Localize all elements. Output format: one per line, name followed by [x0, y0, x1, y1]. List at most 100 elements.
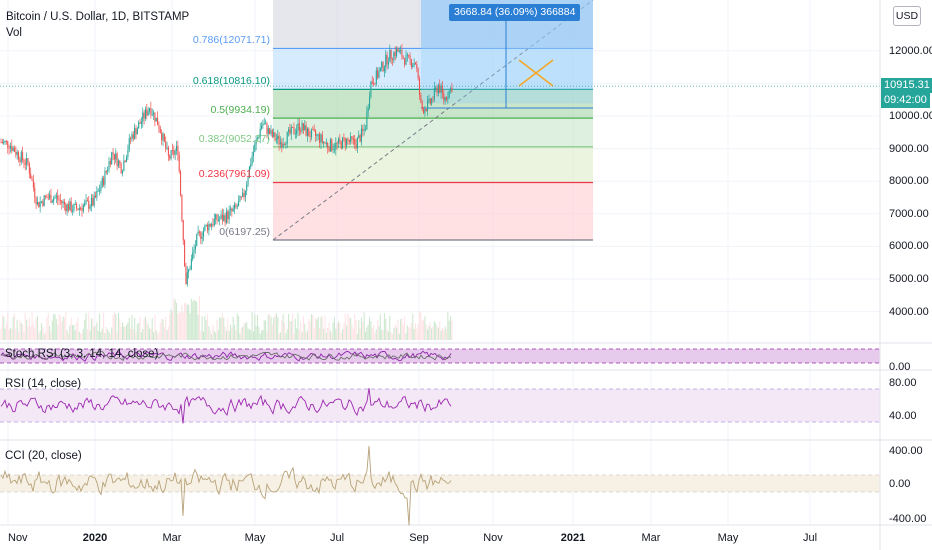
- rsi-label[interactable]: RSI (14, close): [5, 378, 82, 390]
- volume-bar: [58, 313, 60, 340]
- candle-body: [278, 135, 280, 145]
- volume-bar: [174, 299, 176, 340]
- candle-body: [286, 131, 288, 144]
- volume-bar: [343, 322, 345, 340]
- candle-body: [70, 201, 72, 212]
- volume-bar: [224, 326, 226, 340]
- volume-bar: [170, 309, 172, 340]
- volume-bar: [18, 332, 20, 340]
- candle-body: [340, 141, 342, 149]
- candle-body: [410, 59, 412, 67]
- volume-bar: [378, 326, 380, 340]
- volume-bar: [374, 333, 376, 340]
- candle-body: [192, 252, 194, 259]
- candle-body: [99, 190, 101, 192]
- volume-bars: [0, 295, 453, 340]
- volume-bar: [281, 320, 283, 340]
- volume-bar: [77, 317, 79, 340]
- candle-body: [292, 126, 294, 128]
- candle-body: [343, 137, 345, 139]
- currency-button[interactable]: USD: [893, 6, 921, 26]
- candle-body: [213, 219, 215, 226]
- price-axis-label: 9000.00: [889, 142, 929, 155]
- volume-bar: [265, 320, 267, 340]
- volume-bar: [20, 323, 22, 340]
- volume-bar: [143, 318, 145, 340]
- volume-bar: [286, 329, 288, 340]
- stoch-rsi-label[interactable]: Stoch RSI (3, 3, 14, 14, close): [5, 348, 159, 360]
- candle-body: [324, 141, 326, 144]
- volume-bar: [255, 326, 257, 340]
- candle-body: [0, 142, 2, 144]
- candle-body: [393, 52, 395, 60]
- volume-bar: [124, 326, 126, 340]
- candle-body: [298, 123, 300, 132]
- candle-body: [432, 98, 434, 100]
- candle-body: [136, 128, 138, 135]
- volume-bar: [76, 322, 78, 340]
- volume-bar: [74, 330, 76, 340]
- volume-bar: [123, 326, 125, 340]
- volume-bar: [350, 318, 352, 340]
- volume-bar: [47, 313, 49, 340]
- candle-body: [385, 54, 387, 68]
- candle-body: [293, 127, 295, 134]
- candle-body: [408, 54, 410, 56]
- candle-body: [170, 150, 172, 159]
- volume-bar: [385, 318, 387, 340]
- candle-body: [113, 153, 115, 160]
- volume-bar: [193, 300, 195, 340]
- volume-bar: [391, 333, 394, 340]
- candle-body: [294, 133, 296, 135]
- candle-body: [337, 138, 340, 144]
- volume-bar: [22, 324, 24, 340]
- fib-level-label: 0.382(9052.27): [198, 132, 270, 145]
- candle-body: [333, 149, 335, 151]
- candle-body: [296, 130, 298, 134]
- time-axis-label: Jul: [330, 532, 344, 544]
- countdown-tag: 09:42:00: [881, 93, 930, 109]
- volume-bar: [269, 313, 271, 340]
- cci-label[interactable]: CCI (20, close): [5, 450, 82, 462]
- volume-bar: [304, 323, 306, 340]
- volume-bar: [408, 327, 410, 340]
- volume-bar: [192, 301, 194, 340]
- candle-body: [159, 128, 161, 133]
- price-axis-label: 10000.00: [889, 110, 932, 122]
- fib-level-label: 0.5(9934.19): [210, 104, 270, 117]
- volume-bar: [377, 319, 379, 340]
- candle-body: [178, 154, 180, 172]
- volume-bar: [81, 333, 83, 340]
- volume-bar: [228, 331, 230, 340]
- symbol-title[interactable]: Bitcoin / U.S. Dollar, 1D, BITSTAMP: [6, 11, 190, 23]
- candle-body: [116, 153, 118, 167]
- candle-body: [424, 109, 426, 114]
- candle-body: [138, 122, 140, 129]
- volume-bar: [436, 325, 438, 340]
- volume-bar: [400, 319, 402, 340]
- candle-body: [405, 55, 407, 65]
- candle-body: [126, 156, 128, 162]
- candle-body: [235, 204, 237, 207]
- candle-body: [354, 139, 356, 144]
- volume-bar: [405, 333, 407, 340]
- candle-body: [19, 159, 21, 162]
- candle-body: [211, 224, 213, 227]
- volume-bar: [55, 319, 57, 340]
- volume-bar: [219, 317, 221, 340]
- volume-bar: [439, 321, 441, 340]
- volume-bar: [412, 314, 414, 340]
- volume-bar: [370, 321, 372, 340]
- volume-bar: [236, 313, 238, 340]
- volume-bar: [394, 324, 396, 340]
- volume-bar: [448, 320, 450, 340]
- volume-bar: [35, 318, 37, 340]
- last-price-tag: 10915.31: [881, 78, 932, 94]
- volume-bar: [435, 323, 437, 340]
- volume-bar: [266, 331, 268, 340]
- volume-bar: [62, 316, 64, 340]
- volume-bar: [325, 332, 327, 340]
- volume-bar: [185, 302, 187, 340]
- volume-bar: [332, 322, 334, 340]
